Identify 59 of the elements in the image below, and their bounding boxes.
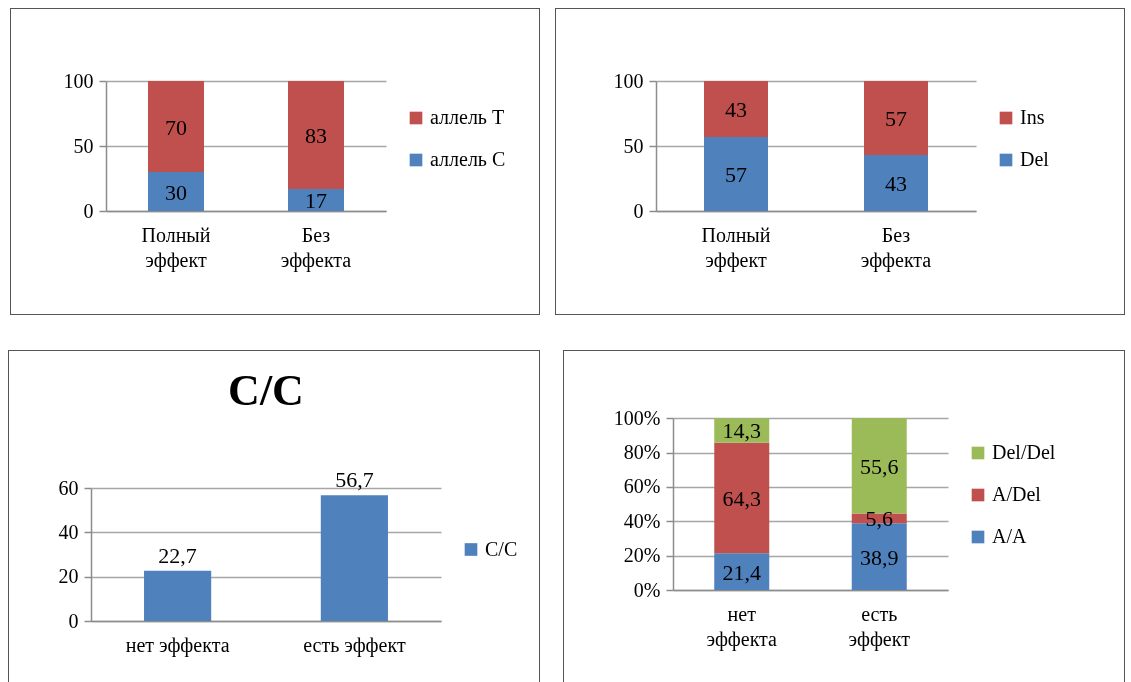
y-tick-label: 20 bbox=[58, 565, 79, 588]
bar bbox=[148, 81, 204, 172]
bar bbox=[704, 81, 768, 137]
x-tick-label: Без эффекта bbox=[860, 223, 932, 272]
bar bbox=[714, 553, 770, 590]
y-tick-label: 0% bbox=[633, 578, 661, 601]
data-label: 55,6 bbox=[860, 453, 899, 479]
legend-label: C/C bbox=[485, 537, 518, 560]
data-label: 56,7 bbox=[335, 467, 374, 493]
data-label: 57 bbox=[725, 161, 747, 187]
x-tick-label: нет эффекта bbox=[125, 633, 230, 657]
bar bbox=[704, 136, 768, 211]
data-label: 14,3 bbox=[722, 418, 761, 444]
legend-label: аллель С bbox=[430, 148, 506, 170]
y-tick-label: 60% bbox=[623, 475, 661, 498]
x-tick-label: Полный эффект bbox=[701, 223, 771, 272]
data-label: 43 bbox=[885, 171, 907, 197]
y-tick-label: 100% bbox=[613, 406, 661, 429]
bar bbox=[288, 81, 344, 189]
legend-label: Del bbox=[1020, 148, 1050, 170]
legend-label: A/A bbox=[992, 525, 1027, 547]
x-tick-label: Без эффекта bbox=[280, 223, 352, 272]
legend-label: A/Del bbox=[992, 483, 1042, 505]
chart-title: C/C bbox=[228, 366, 304, 416]
data-label: 83 bbox=[305, 122, 327, 148]
data-label: 38,9 bbox=[860, 544, 899, 570]
data-label: 70 bbox=[165, 114, 187, 140]
legend-label: Ins bbox=[1020, 106, 1045, 128]
data-label: 22,7 bbox=[158, 542, 197, 568]
y-tick-label: 50 bbox=[73, 134, 94, 157]
data-label: 43 bbox=[725, 96, 747, 122]
y-tick-label: 0 bbox=[68, 609, 79, 632]
y-tick-label: 40% bbox=[623, 509, 661, 532]
x-tick-label: нет эффекта bbox=[706, 602, 778, 651]
legend-label: Del/Del bbox=[992, 441, 1056, 463]
x-tick-label: Полный эффект bbox=[141, 223, 211, 272]
data-label: 30 bbox=[165, 179, 187, 205]
y-tick-label: 80% bbox=[623, 441, 661, 464]
y-tick-label: 50 bbox=[623, 134, 644, 157]
y-tick-label: 0 bbox=[83, 199, 94, 222]
y-tick-label: 100 bbox=[63, 69, 94, 92]
bar bbox=[851, 418, 907, 514]
y-tick-label: 100 bbox=[613, 69, 644, 92]
bar bbox=[864, 155, 928, 211]
data-label: 57 bbox=[885, 106, 907, 132]
data-label: 21,4 bbox=[722, 559, 761, 585]
data-label: 17 bbox=[305, 187, 327, 213]
bar bbox=[148, 172, 204, 211]
x-tick-label: есть эффект bbox=[848, 602, 911, 651]
y-tick-label: 60 bbox=[58, 476, 79, 499]
bar bbox=[288, 188, 344, 211]
x-tick-label: есть эффект bbox=[303, 633, 406, 657]
y-tick-label: 20% bbox=[623, 544, 661, 567]
legend-label: аллель Т bbox=[430, 106, 505, 128]
data-label: 64,3 bbox=[722, 485, 761, 511]
bar bbox=[864, 81, 928, 156]
bar bbox=[714, 442, 770, 554]
y-tick-label: 40 bbox=[58, 520, 79, 543]
y-tick-label: 0 bbox=[633, 199, 644, 222]
